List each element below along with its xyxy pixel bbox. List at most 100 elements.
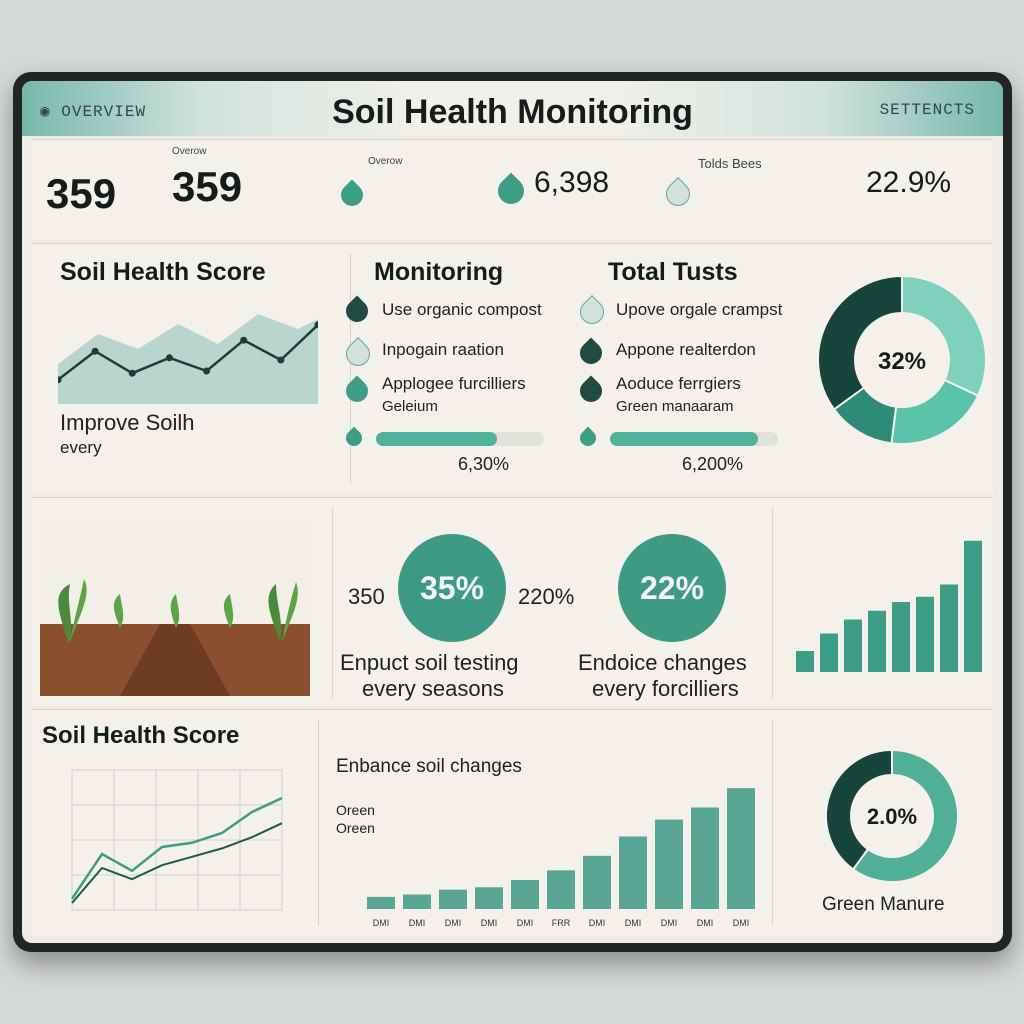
water-drop-icon xyxy=(341,337,375,371)
bar xyxy=(844,619,862,672)
area-point xyxy=(128,369,136,377)
bar xyxy=(619,836,647,909)
soil-score-area-chart xyxy=(58,314,318,404)
donut-hole xyxy=(850,774,934,858)
donut-hole xyxy=(854,312,950,408)
bar-category-labels: DMIDMIDMIDMIDMIFRRDMIDMIDMIDMIDMIDMI xyxy=(373,918,750,928)
bar xyxy=(727,788,755,909)
overview-tab[interactable]: ◉ OVERVIEW xyxy=(40,103,147,121)
bar-label: DMI xyxy=(481,918,498,928)
crop-plant-icon xyxy=(58,584,72,642)
crop-plant-icon xyxy=(282,582,298,642)
divider xyxy=(332,508,333,698)
monitoring-item-2: Inpogain raation xyxy=(382,340,504,359)
soil-health-score-title: Soil Health Score xyxy=(60,258,266,286)
crop-plant-icon xyxy=(268,584,282,642)
stat-1: 359 xyxy=(46,170,116,218)
kpi-2-text-2: every forcilliers xyxy=(592,676,739,701)
crop-plant-icon xyxy=(113,594,124,628)
score-text-2: every xyxy=(60,438,102,457)
page-title: Soil Health Monitoring xyxy=(332,93,693,131)
area-point xyxy=(277,356,285,364)
bar xyxy=(691,807,719,909)
water-drop-icon xyxy=(342,426,366,450)
donut-center-label: 2.0% xyxy=(867,804,917,829)
area-point xyxy=(314,321,318,329)
bar xyxy=(820,633,838,672)
water-drop-icon xyxy=(576,426,600,450)
monitoring-progress-track xyxy=(376,432,544,446)
settings-tab[interactable]: SETTENCTS xyxy=(879,101,975,119)
dashboard-screen: ◉ OVERVIEW Soil Health Monitoring SETTEN… xyxy=(22,81,1003,943)
stat-2-caption: Overow xyxy=(172,146,207,157)
monitoring-item-1: Use organic compost xyxy=(382,300,542,319)
crop-plant-icon xyxy=(170,594,180,628)
stat-4-value: 6,398 xyxy=(534,166,610,199)
water-drop-icon xyxy=(575,337,607,369)
monitoring-item-4: Geleium xyxy=(382,398,438,415)
area-point xyxy=(203,367,211,375)
kpi-2-circle-value: 22% xyxy=(639,569,705,606)
bar xyxy=(892,602,910,672)
kpi-2-circle: 22% xyxy=(618,534,726,642)
monitoring-progress-fill xyxy=(376,432,497,446)
bar xyxy=(439,889,467,909)
stat-5-caption: Tolds Bees xyxy=(698,156,762,171)
line-series-2 xyxy=(71,822,283,904)
kpi-1-circle-value: 35% xyxy=(419,569,485,606)
score-text-1: Improve Soilh xyxy=(60,410,195,435)
bar-series xyxy=(796,540,982,672)
bar-label: DMI xyxy=(625,918,642,928)
bar xyxy=(583,855,611,909)
crop-plant-icon xyxy=(70,579,87,642)
bar xyxy=(403,894,431,909)
tests-item-1: Upove orgale crampst xyxy=(616,300,783,319)
stat-3-caption: Overow xyxy=(368,156,403,167)
divider xyxy=(318,720,319,926)
kpi-1-text-2: every seasons xyxy=(362,676,504,701)
crop-plant-icon xyxy=(223,594,234,628)
tests-item-2: Appone realterdon xyxy=(616,340,756,359)
stat-2: Overow 359 xyxy=(172,146,242,211)
bar xyxy=(868,610,886,672)
kpi-1-circle: 35% xyxy=(398,534,506,642)
bar-label: DMI xyxy=(409,918,426,928)
bar xyxy=(475,887,503,909)
bar-label: DMI xyxy=(661,918,678,928)
soil-changes-bar-chart: DMIDMIDMIDMIDMIFRRDMIDMIDMIDMIDMIDMI xyxy=(367,788,755,928)
bar xyxy=(940,584,958,672)
stat-1-value: 359 xyxy=(46,170,117,217)
monitoring-percent: 6,30% xyxy=(458,454,510,474)
water-drop-icon xyxy=(575,295,609,329)
bar-label: DMI xyxy=(373,918,390,928)
tests-progress-track xyxy=(610,432,778,446)
chart-grid xyxy=(71,769,283,911)
stat-6-value: 22.9% xyxy=(866,166,952,199)
green-manure-donut: 2.0% xyxy=(825,748,959,883)
bar-label: DMI xyxy=(589,918,606,928)
bar xyxy=(511,880,539,909)
crop-field-illustration xyxy=(40,524,310,696)
stat-6: 22.9% xyxy=(866,166,951,200)
bar xyxy=(547,870,575,909)
bar-label: DMI xyxy=(733,918,750,928)
water-drop-icon xyxy=(341,375,373,407)
bar-label: FRR xyxy=(552,918,571,928)
area-series-points xyxy=(58,321,318,384)
bars-sub-2: Oreen xyxy=(336,820,375,836)
soil-score-line-chart xyxy=(70,769,283,911)
tests-percent: 6,200% xyxy=(682,454,744,474)
kpi-2-text-1: Endoice changes xyxy=(578,650,747,675)
soil-health-score-title-2: Soil Health Score xyxy=(42,722,240,749)
water-drop-icon xyxy=(575,375,607,407)
bars-title: Enbance soil changes xyxy=(336,756,522,777)
overview-label: OVERVIEW xyxy=(61,103,147,121)
bar-label: DMI xyxy=(517,918,534,928)
monitoring-row: Soil Health Score Improve Soilh every Mo… xyxy=(32,243,993,494)
line-series-1 xyxy=(70,796,283,900)
water-drop-icon xyxy=(341,295,373,327)
area-background xyxy=(58,314,318,404)
bar xyxy=(655,819,683,909)
area-point xyxy=(58,376,62,384)
monitoring-item-3: Applogee furcilliers xyxy=(382,374,526,393)
